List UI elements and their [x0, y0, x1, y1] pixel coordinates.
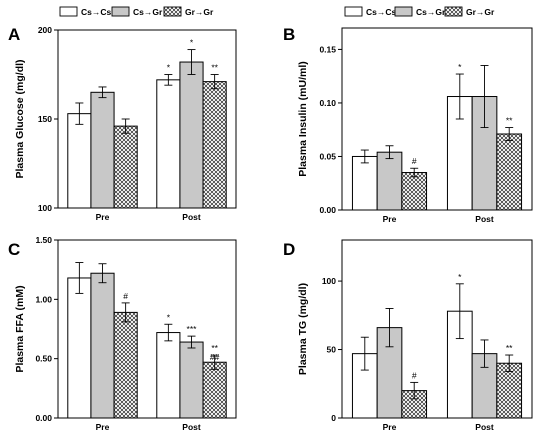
significance-label: * [167, 312, 171, 322]
bar [179, 341, 204, 419]
significance-label: * [190, 38, 194, 48]
y-tick-label: 0.05 [319, 151, 336, 161]
bar [156, 332, 181, 419]
x-tick-label: Pre [383, 214, 397, 224]
y-tick-label: 1.50 [35, 235, 52, 245]
y-axis-label: Plasma Insulin (mU/ml) [297, 61, 309, 177]
legend-swatch [111, 6, 130, 17]
plot-frame [341, 27, 533, 211]
bar [496, 362, 523, 419]
bar [376, 151, 403, 211]
panel-letter: D [283, 240, 295, 259]
bar [67, 277, 92, 419]
y-tick-label: 100 [38, 203, 52, 213]
y-tick-label: 0.00 [35, 413, 52, 423]
legend-swatch [344, 6, 363, 17]
legend-label: Cs→Cs [366, 7, 397, 17]
y-tick-label: 150 [38, 114, 52, 124]
chart-panel-b: B 0.00 0.05 0.10 0.15 Plasma Insulin (mU/ml) #… [283, 25, 533, 224]
x-tick-label: Post [182, 422, 201, 432]
legend-swatch [59, 6, 78, 17]
legend-item: Cs→Gr [394, 6, 446, 17]
significance-label: * [458, 62, 462, 72]
bar [496, 133, 523, 211]
bar [179, 61, 204, 209]
panel-letter: A [8, 25, 20, 44]
significance-label: * [167, 63, 171, 73]
x-tick-label: Post [475, 214, 494, 224]
y-tick-label: 200 [38, 25, 52, 35]
significance-label: # [412, 370, 417, 380]
y-tick-label: 1.00 [35, 294, 52, 304]
legend-item: Cs→Cs [59, 6, 112, 17]
panel-letter: C [8, 240, 20, 259]
x-tick-label: Pre [383, 422, 397, 432]
bar [67, 113, 92, 209]
y-tick-label: 0.00 [319, 205, 336, 215]
x-tick-label: Post [182, 212, 201, 222]
bar [113, 125, 138, 209]
significance-label: *** [187, 324, 198, 334]
bar [401, 172, 428, 211]
significance-label: # [123, 291, 128, 301]
y-axis-label: Plasma Glucose (mg/dl) [14, 59, 26, 178]
legend-item: Cs→Gr [111, 6, 163, 17]
y-tick-label: 50 [327, 345, 337, 355]
legend-item: Gr→Gr [444, 6, 495, 17]
x-tick-label: Post [475, 422, 494, 432]
legend-label: Gr→Gr [466, 7, 495, 17]
y-tick-label: 100 [322, 276, 336, 286]
plot-frame [57, 239, 237, 419]
bar [351, 155, 378, 211]
significance-label: # [412, 156, 417, 166]
significance-label: ** [506, 343, 513, 353]
legend-label: Cs→Gr [133, 7, 163, 17]
y-tick-label: 0.10 [319, 98, 336, 108]
significance-label: ** [506, 116, 513, 126]
legend-item: Cs→Cs [344, 6, 397, 17]
x-tick-label: Pre [96, 422, 110, 432]
y-axis-label: Plasma FFA (mM) [14, 285, 26, 372]
y-tick-label: 0 [331, 413, 336, 423]
legend-item: Gr→Gr [163, 6, 214, 17]
legend-swatch [444, 6, 463, 17]
panel-letter: B [283, 25, 295, 44]
legend-label: Cs→Cs [81, 7, 112, 17]
significance-label: ## [210, 352, 220, 362]
x-tick-label: Pre [96, 212, 110, 222]
y-tick-label: 0.50 [35, 354, 52, 364]
significance-label: * [458, 272, 462, 282]
bar [202, 81, 227, 209]
y-tick-label: 0.15 [319, 44, 336, 54]
significance-label: ** [211, 343, 218, 353]
bar [202, 361, 227, 419]
significance-label: ** [211, 63, 218, 73]
legend-label: Cs→Gr [416, 7, 446, 17]
legend-swatch [394, 6, 413, 17]
bar [113, 311, 138, 419]
legend-label: Gr→Gr [185, 7, 214, 17]
bar [156, 79, 181, 209]
plot-frame [341, 239, 533, 419]
y-axis-label: Plasma TG (mg/dl) [297, 283, 309, 375]
bar [90, 91, 115, 209]
legend-swatch [163, 6, 182, 17]
bar [90, 272, 115, 419]
